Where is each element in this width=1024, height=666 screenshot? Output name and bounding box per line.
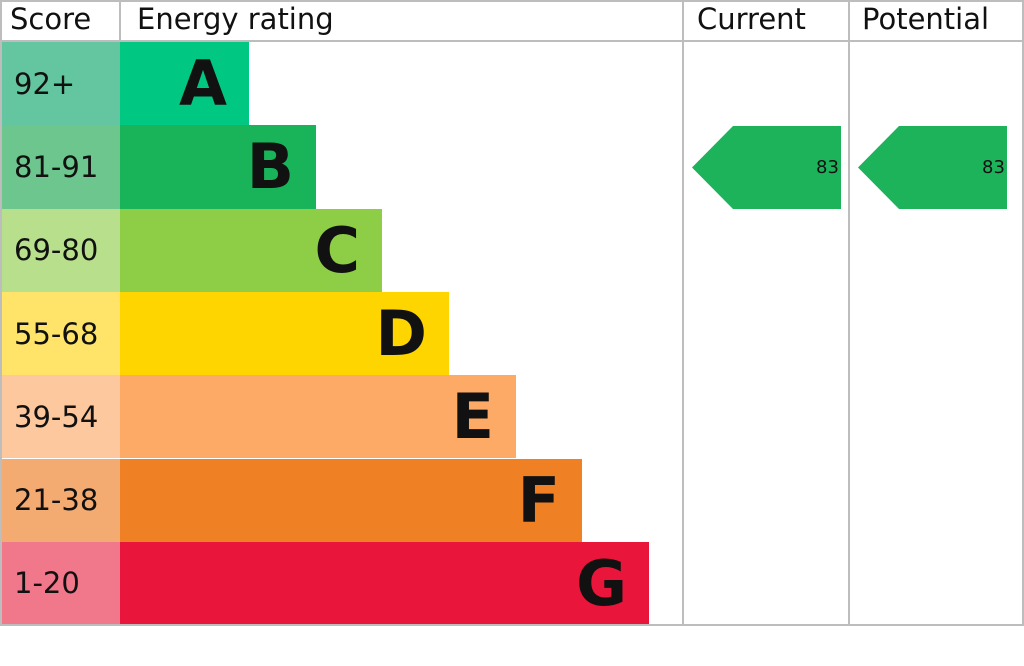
current-rating-value: 83 [816,157,839,179]
header-current: Current [697,2,806,36]
score-range-g: 1-20 [0,541,120,626]
header-energy-rating: Energy rating [137,2,334,36]
rating-bar-e: E [120,375,516,459]
rating-bar-a: A [120,42,249,126]
grid-line [682,0,684,626]
potential-rating-arrow [858,125,1007,209]
grid-line [1022,0,1024,626]
score-range-d: 55-68 [0,291,120,376]
rating-bar-f: F [120,458,582,542]
grid-line [0,0,2,626]
current-arrow-shape [692,125,841,209]
score-range-b: 81-91 [0,125,120,209]
grid-line [0,624,1024,626]
potential-arrow-shape [858,125,1007,209]
current-rating-arrow [692,125,841,209]
grid-line [848,0,850,626]
header-score: Score [10,2,92,36]
potential-rating-value: 83 [982,157,1005,179]
rating-bar-b: B [120,125,316,209]
rating-bar-c: C [120,208,382,292]
grid-line [0,40,1024,42]
grid-line [0,0,1024,2]
grid-line [119,0,121,42]
score-range-c: 69-80 [0,208,120,292]
score-range-a: 92+ [0,42,120,126]
score-range-f: 21-38 [0,458,120,542]
score-range-e: 39-54 [0,375,120,459]
header-potential: Potential [862,2,990,36]
rating-bar-g: G [120,541,649,626]
rating-bar-d: D [120,291,449,376]
